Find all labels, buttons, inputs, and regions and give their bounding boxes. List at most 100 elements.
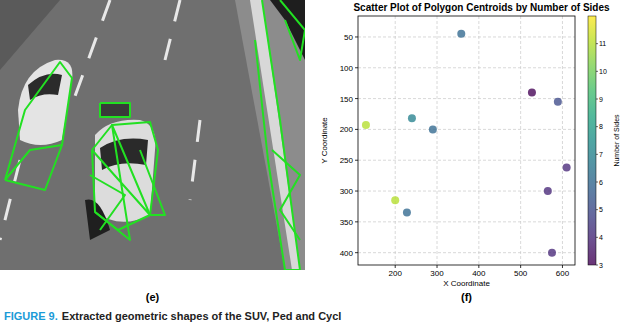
grid-line [520, 16, 521, 265]
tick-mark [355, 191, 358, 192]
caption-figure: FIGURE 9. [4, 310, 58, 322]
panel-label: (e) [146, 291, 160, 303]
tick-mark [596, 99, 598, 100]
road [0, 0, 305, 270]
extracted-polygon [280, 0, 305, 60]
axis-title: X Coordinate [443, 279, 490, 288]
grid-line [358, 252, 575, 253]
extracted-polygon [5, 62, 72, 180]
plot-frame [358, 16, 575, 265]
scatter-point [528, 88, 536, 96]
tick-mark [562, 265, 563, 268]
tick-label: 3 [599, 262, 603, 269]
tick-mark [355, 252, 358, 253]
grid-line [437, 16, 438, 265]
grid-line [358, 36, 575, 37]
tick-label: 500 [514, 269, 528, 278]
tick-mark [596, 43, 598, 44]
lane-mark [0, 160, 20, 240]
tick-mark [355, 221, 358, 222]
lane-mark [190, 120, 200, 200]
scatter-point [457, 30, 465, 38]
grid-line [358, 67, 575, 68]
tick-label: 100 [340, 64, 354, 73]
scatter-point [408, 114, 416, 122]
road-shoulder [235, 0, 305, 270]
chart-title: Scatter Plot of Polygon Centroids by Num… [353, 2, 610, 13]
scatter-point [429, 125, 437, 133]
plot-area [358, 16, 575, 265]
figure: 20030040050060050100150200250300350400Sc… [0, 0, 629, 327]
grid-line [358, 160, 575, 161]
scatter-point [544, 187, 552, 195]
grid-line [358, 191, 575, 192]
grid-line [562, 16, 563, 265]
tick-mark [596, 265, 598, 266]
colorbar-scale [588, 16, 596, 265]
grid-line [358, 129, 575, 130]
scatter-point [563, 164, 571, 172]
extracted-polygon [5, 145, 62, 190]
tick-label: 350 [340, 218, 354, 227]
scatter-point [403, 209, 411, 217]
scatter-point [548, 249, 556, 257]
tick-mark [355, 98, 358, 99]
tick-mark [355, 36, 358, 37]
extracted-polygon [272, 150, 300, 240]
tick-label: 8 [599, 123, 603, 130]
tick-label: 200 [340, 125, 354, 134]
tick-label: 300 [340, 187, 354, 196]
tick-mark [596, 154, 598, 155]
axis-title: Y Coordinate [320, 117, 329, 164]
tick-label: 9 [599, 96, 603, 103]
tick-label: 7 [599, 151, 603, 158]
car-window [28, 74, 62, 100]
tick-label: 4 [599, 234, 603, 241]
tick-label: 50 [344, 33, 353, 42]
caption-text: Extracted geometric shapes of the SUV, P… [62, 310, 342, 322]
scatter-point [362, 121, 370, 129]
object [100, 103, 130, 117]
scatter-point [554, 98, 562, 106]
tick-mark [596, 237, 598, 238]
tick-label: 10 [599, 68, 607, 75]
tick-label: 11 [599, 40, 606, 47]
tick-mark [355, 129, 358, 130]
tick-label: 400 [472, 269, 486, 278]
scatter-point [391, 196, 399, 204]
lane-mark [165, 0, 180, 60]
tick-mark [355, 160, 358, 161]
extracted-polygon [92, 125, 150, 240]
grid-line [395, 16, 396, 265]
tick-mark [596, 126, 598, 127]
tick-mark [395, 265, 396, 268]
tick-label: 250 [340, 156, 354, 165]
scene-content [0, 0, 305, 270]
tick-mark [437, 265, 438, 268]
tick-label: 150 [340, 95, 354, 104]
scatter-plot: 20030040050060050100150200250300350400Sc… [320, 2, 610, 288]
colorbar-title: Number of Sides [613, 114, 620, 167]
tick-mark [478, 265, 479, 268]
tick-mark [355, 67, 358, 68]
tick-label: 5 [599, 206, 603, 213]
grid-line [358, 98, 575, 99]
dark-corner [270, 0, 305, 60]
extracted-polygon [100, 103, 130, 117]
tick-label: 200 [389, 269, 403, 278]
tick-label: 400 [340, 249, 354, 258]
lane-mark [70, 0, 110, 110]
road-scene [0, 0, 305, 270]
points [362, 30, 571, 257]
tick-mark [596, 71, 598, 72]
tick-label: 600 [556, 269, 570, 278]
tick-mark [596, 209, 598, 210]
tick-label: 6 [599, 179, 603, 186]
road-shade [0, 0, 60, 70]
tick-mark [596, 182, 598, 183]
grid-line [478, 16, 479, 265]
panel-label: (f) [461, 291, 472, 303]
tick-mark [520, 265, 521, 268]
caption: FIGURE 9. Extracted geometric shapes of t… [4, 310, 341, 322]
extracted-polygon [140, 150, 165, 215]
